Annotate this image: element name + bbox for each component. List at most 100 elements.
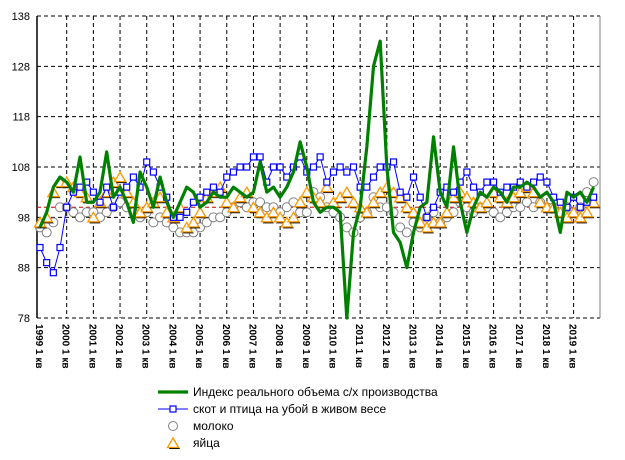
x-tick-label: 2009 1 кв [300, 324, 311, 369]
data-point-triangle [253, 206, 267, 218]
data-point-square [483, 178, 491, 186]
y-tick-label: 108 [12, 162, 30, 174]
data-point-triangle [186, 216, 201, 228]
data-point-triangle [320, 180, 334, 193]
data-point-square [96, 198, 104, 206]
data-point-square [56, 243, 64, 252]
x-tick-label: 2001 1 кв [86, 324, 97, 369]
data-point-square [176, 213, 184, 221]
data-point-square [416, 193, 424, 201]
data-point-triangle [360, 206, 374, 218]
legend-label: Индекс реального объема с/х производства [193, 385, 438, 399]
data-point-square [43, 259, 51, 267]
x-tick-label: 2012 1 кв [380, 324, 391, 369]
legend: Индекс реального объема с/х производства… [158, 385, 438, 450]
data-point-triangle [393, 190, 407, 203]
data-point-triangle [480, 195, 494, 208]
data-point-circle [495, 212, 506, 223]
data-point-square [256, 153, 264, 161]
data-point-triangle [293, 195, 307, 208]
data-point-circle [301, 207, 312, 218]
data-point-square [369, 173, 378, 181]
data-point-triangle [313, 195, 327, 208]
legend-item: яйца [158, 436, 220, 450]
data-point-square [463, 168, 471, 176]
data-point-square [143, 158, 151, 166]
data-point-triangle [193, 206, 207, 218]
legend-item: скот и птица на убой в живом весе [158, 402, 386, 416]
data-point-triangle [400, 200, 414, 213]
x-tick-label: 2010 1 кв [326, 324, 337, 369]
legend-label: молоко [193, 419, 234, 433]
x-tick-label: 2016 1 кв [487, 324, 498, 369]
data-point-triangle [166, 436, 180, 449]
x-tick-label: 2011 1 кв [353, 324, 364, 368]
data-point-square [323, 178, 331, 186]
data-point-square [396, 188, 404, 196]
data-point-triangle [286, 211, 301, 223]
data-point-square [36, 243, 44, 252]
series-layer [33, 39, 601, 320]
data-point-square [516, 178, 524, 186]
data-point-square [329, 168, 338, 176]
data-point-square [336, 163, 344, 171]
data-point-square [269, 163, 278, 171]
data-point-triangle [586, 195, 601, 208]
x-tick-label: 2006 1 кв [220, 324, 231, 369]
data-point-square [469, 183, 478, 191]
x-tick-label: 2014 1 кв [433, 324, 444, 369]
data-point-circle [168, 421, 178, 431]
data-point-square [183, 208, 191, 216]
legend-label: скот и птица на убой в живом весе [193, 402, 386, 416]
x-tick-label: 2004 1 кв [166, 324, 177, 369]
data-point-triangle [366, 195, 381, 208]
data-point-square [49, 269, 57, 277]
data-point-square [429, 203, 438, 211]
data-point-square [409, 173, 418, 181]
data-point-square [129, 173, 137, 181]
x-tick-label: 2007 1 кв [246, 324, 257, 369]
data-point-circle [41, 227, 52, 238]
legend-item: молоко [158, 419, 234, 433]
data-point-square [89, 188, 97, 196]
data-point-circle [588, 177, 599, 188]
y-tick-label: 138 [12, 11, 30, 23]
data-point-triangle [460, 190, 474, 203]
data-point-square [309, 163, 318, 171]
data-point-square [576, 203, 584, 211]
x-tick-label: 2017 1 кв [513, 324, 524, 369]
data-point-triangle [580, 206, 594, 218]
grid [36, 15, 601, 319]
data-point-square [343, 168, 351, 176]
data-point-triangle [73, 185, 87, 198]
series-1 [36, 153, 598, 277]
data-point-square [529, 178, 538, 186]
x-tick-label: 2005 1 кв [193, 324, 204, 369]
series-0 [38, 39, 596, 320]
data-point-square [349, 163, 358, 171]
data-point-triangle [246, 200, 261, 213]
data-point-circle [215, 212, 226, 223]
data-point-triangle [433, 216, 447, 228]
data-point-triangle [273, 211, 287, 223]
data-point-triangle [86, 211, 100, 223]
data-point-square [243, 163, 251, 171]
data-point-square [203, 188, 211, 196]
legend-item: Индекс реального объема с/х производства [158, 385, 438, 399]
legend-label: яйца [193, 436, 220, 450]
y-tick-label: 128 [12, 61, 30, 73]
x-tick-label: 2019 1 кв [567, 324, 578, 369]
y-tick-label: 98 [18, 212, 30, 224]
data-point-circle [75, 212, 86, 223]
data-point-square [249, 153, 258, 161]
x-tick-label: 2003 1 кв [140, 324, 151, 369]
data-point-triangle [226, 200, 241, 213]
data-point-square [76, 183, 84, 191]
data-point-square [316, 153, 324, 161]
data-point-square [209, 183, 218, 191]
data-point-triangle [113, 170, 127, 183]
data-point-triangle [566, 206, 581, 218]
data-point-square [276, 163, 284, 171]
data-point-triangle [153, 190, 167, 203]
x-tick-label: 2013 1 кв [407, 324, 418, 369]
